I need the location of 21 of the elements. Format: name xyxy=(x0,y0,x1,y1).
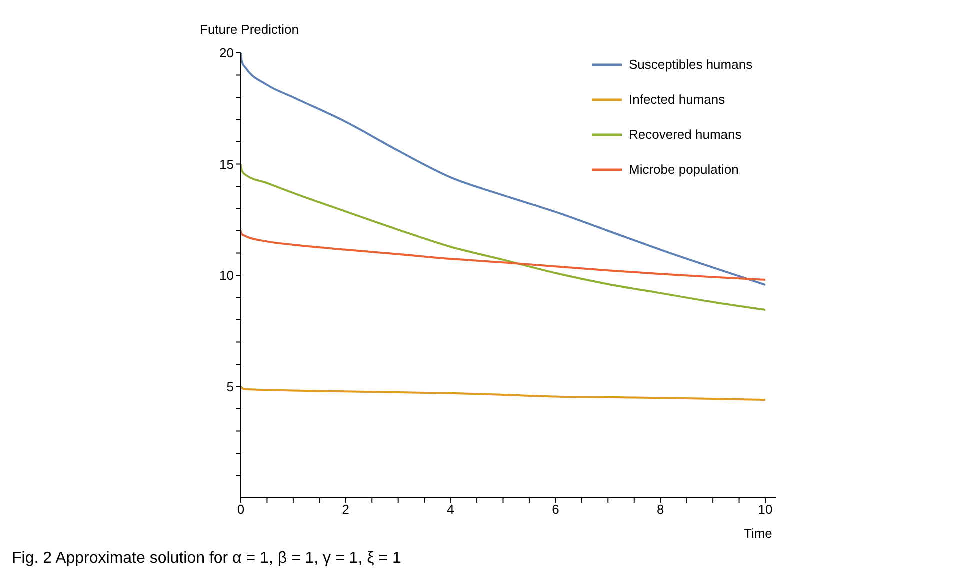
legend-label: Microbe population xyxy=(629,162,739,177)
x-tick-label: 0 xyxy=(237,502,245,518)
x-tick-label: 2 xyxy=(342,502,350,518)
legend-label: Susceptibles humans xyxy=(629,57,753,72)
legend-label: Infected humans xyxy=(629,92,726,107)
y-axis-title: Future Prediction xyxy=(200,22,299,37)
line-series xyxy=(241,230,767,281)
x-tick-label: 10 xyxy=(758,502,773,518)
line-series xyxy=(241,386,767,402)
caption: Fig. 2 Approximate solution for α = 1, β = 1, γ = 1, ξ = 1 xyxy=(12,550,402,568)
y-tick-label: 5 xyxy=(226,379,234,394)
x-tick-label: 6 xyxy=(552,502,560,518)
line-series xyxy=(241,163,767,311)
legend-label: Recovered humans xyxy=(629,127,742,142)
line-series xyxy=(241,53,767,286)
y-tick-label: 20 xyxy=(220,46,234,61)
x-axis-title: Time xyxy=(744,526,772,541)
x-tick-label: 8 xyxy=(656,502,664,518)
x-tick-label: 4 xyxy=(447,502,454,518)
y-tick-label: 10 xyxy=(220,268,234,284)
y-tick-label: 15 xyxy=(220,156,234,172)
